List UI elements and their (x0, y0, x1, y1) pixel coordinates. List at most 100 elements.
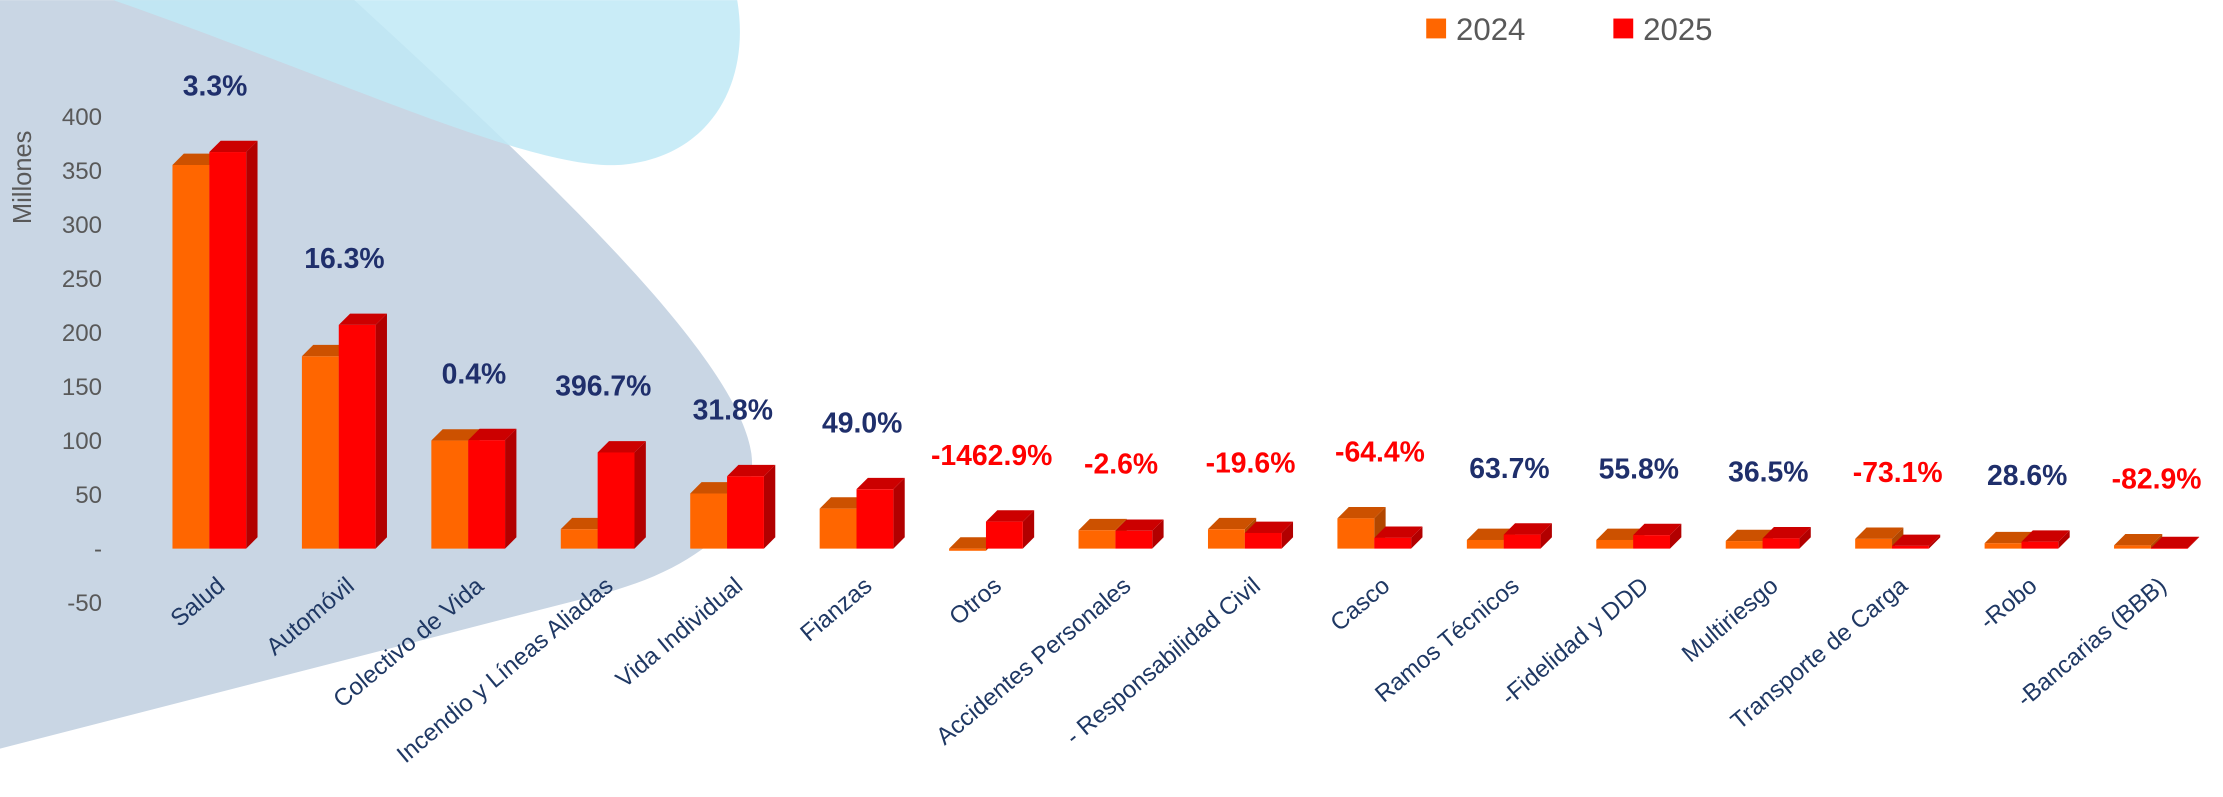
bar (1466, 539, 1504, 549)
bar (2150, 548, 2188, 549)
growth-label: -73.1% (1853, 457, 1943, 489)
bar-top (1725, 529, 1774, 542)
y-tick-label: 350 (62, 158, 102, 185)
bar (949, 548, 986, 551)
bar (1633, 535, 1671, 549)
bar-side (1281, 521, 1294, 549)
bar (1244, 532, 1282, 549)
bar (856, 489, 894, 549)
bar (1762, 538, 1800, 549)
bar-top (2150, 536, 2200, 549)
bar (172, 164, 210, 549)
bar-side (2150, 534, 2163, 549)
growth-label: 28.6% (1987, 460, 2067, 492)
y-tick-label: 200 (62, 320, 102, 347)
bar-top (819, 497, 868, 509)
growth-label: 63.7% (1469, 453, 1549, 485)
bar-side (763, 464, 776, 549)
y-tick-label: - (94, 536, 102, 563)
bar-top (301, 344, 351, 357)
bar-top (560, 517, 609, 530)
bar-side (1670, 523, 1682, 549)
bar-side (375, 313, 387, 549)
bar-top (1207, 517, 1257, 530)
growth-label: 0.4% (442, 358, 507, 390)
x-tick-label: Fianzas (795, 572, 877, 647)
bar-top (1503, 523, 1552, 535)
bar (468, 440, 506, 549)
growth-label: 3.3% (183, 70, 248, 102)
bar (1855, 538, 1893, 549)
bar (1725, 541, 1763, 549)
bar-top (1244, 521, 1294, 533)
bar (985, 521, 1023, 549)
bar-side (893, 477, 905, 549)
bar (1207, 529, 1245, 549)
bar-side (2058, 530, 2070, 549)
bar (1115, 530, 1153, 549)
growth-label: -82.9% (2112, 464, 2202, 496)
bar (597, 452, 635, 549)
bar (819, 508, 857, 549)
bar-side (1411, 526, 1423, 549)
legend-label: 2024 (1456, 12, 1525, 47)
x-tick-label: Casco (1325, 572, 1395, 637)
bar (1984, 543, 2022, 549)
bar (2021, 541, 2059, 549)
growth-label: -1462.9% (931, 440, 1052, 472)
bar-top (1984, 531, 2033, 544)
x-tick-label: -Robo (1975, 572, 2043, 635)
bar-side (246, 140, 258, 549)
y-tick-label: 150 (62, 374, 102, 401)
bar-top (1374, 526, 1423, 538)
bar (1374, 537, 1412, 549)
bar (2114, 545, 2151, 549)
bar-top (597, 441, 646, 453)
bar (1078, 530, 1116, 549)
bar-side (634, 441, 646, 549)
bar-top (1855, 527, 1904, 539)
y-tick-label: 50 (75, 482, 102, 509)
legend-swatch (1426, 18, 1447, 39)
bar-side (1022, 510, 1035, 549)
bar (301, 356, 339, 549)
bar-top (1633, 523, 1682, 536)
growth-label: -19.6% (1206, 447, 1296, 479)
bar (338, 324, 376, 549)
x-tick-label: Otros (944, 572, 1006, 631)
bar-top (1078, 518, 1127, 531)
bar-top (1115, 519, 1164, 531)
bar-top (431, 429, 480, 441)
bar-top (209, 140, 258, 153)
bar (1596, 539, 1634, 549)
growth-label: 55.8% (1599, 453, 1679, 485)
x-tick-label: Multiriesgo (1677, 572, 1784, 668)
bar (1892, 545, 1929, 549)
y-tick-label: 300 (62, 212, 102, 239)
growth-label: 31.8% (693, 395, 773, 427)
y-tick-label: 400 (62, 104, 102, 131)
bar-top (1466, 528, 1516, 540)
growth-label: -2.6% (1084, 449, 1158, 481)
bar-top (1892, 534, 1941, 546)
growth-label: 36.5% (1728, 457, 1808, 489)
bar-side (505, 428, 517, 549)
growth-label: 396.7% (555, 371, 651, 403)
bar-top (2021, 530, 2070, 542)
bar-side (1799, 527, 1811, 549)
growth-label: 16.3% (304, 243, 384, 275)
legend-label: 2025 (1643, 12, 1712, 47)
bar (209, 152, 247, 549)
bar-side (1152, 519, 1164, 549)
bar-side (1928, 534, 1941, 549)
bar-side (2187, 536, 2200, 549)
legend-swatch (1613, 18, 1634, 39)
y-tick-label: 100 (62, 428, 102, 455)
bar-side (1540, 523, 1552, 549)
bar (1503, 534, 1541, 549)
growth-label: -64.4% (1335, 437, 1425, 469)
bar (690, 493, 728, 549)
bar (560, 529, 598, 549)
y-axis-label: Millones (9, 131, 37, 225)
